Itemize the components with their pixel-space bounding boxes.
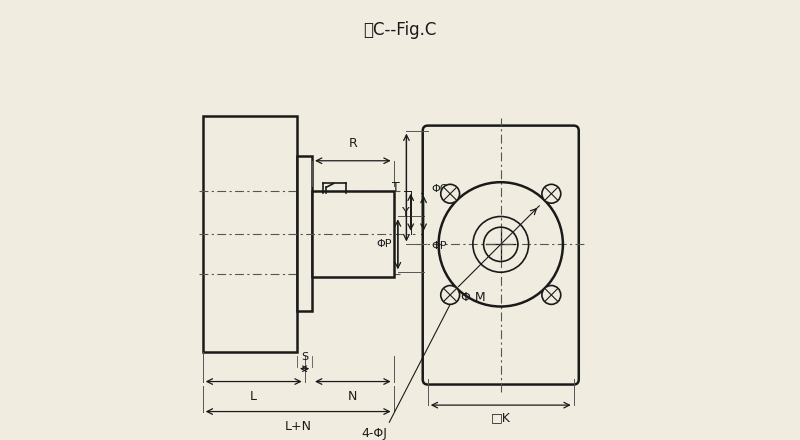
Text: 图C--Fig.C: 图C--Fig.C	[363, 22, 437, 40]
Text: S: S	[301, 352, 308, 362]
Circle shape	[441, 184, 459, 203]
Text: T: T	[392, 181, 400, 194]
Text: Y: Y	[402, 206, 410, 219]
Circle shape	[441, 286, 459, 304]
Text: N: N	[348, 390, 358, 403]
Bar	[203, 116, 297, 352]
Text: L+N: L+N	[285, 420, 312, 433]
Circle shape	[542, 184, 561, 203]
Text: ΦP: ΦP	[431, 242, 446, 252]
Text: ΦQ: ΦQ	[431, 183, 449, 194]
Bar	[297, 157, 312, 311]
Text: 4-ΦJ: 4-ΦJ	[362, 426, 387, 440]
Text: R: R	[349, 137, 358, 150]
Text: □K: □K	[491, 411, 510, 425]
Circle shape	[542, 286, 561, 304]
Text: ΦP: ΦP	[376, 239, 391, 249]
FancyBboxPatch shape	[422, 125, 578, 385]
Text: L: L	[250, 390, 258, 403]
Bar	[312, 191, 394, 276]
Text: Φ M: Φ M	[461, 291, 486, 304]
